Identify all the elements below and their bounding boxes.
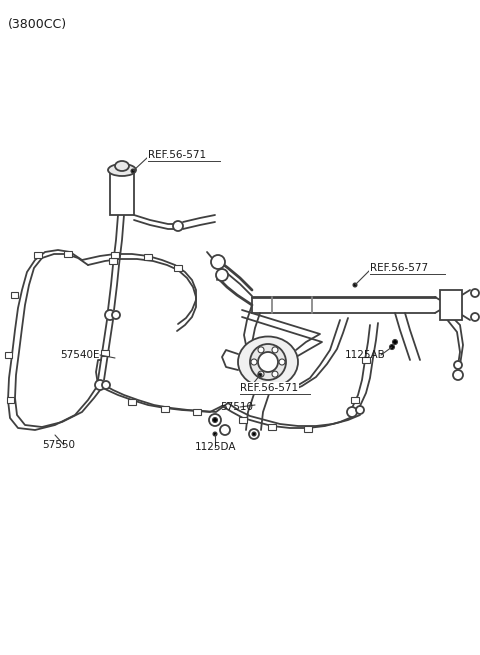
Circle shape bbox=[95, 380, 105, 390]
Circle shape bbox=[389, 345, 395, 350]
Circle shape bbox=[131, 169, 135, 173]
Bar bbox=[128, 399, 136, 405]
Bar bbox=[144, 254, 152, 260]
Circle shape bbox=[272, 347, 278, 353]
Circle shape bbox=[102, 381, 110, 389]
Circle shape bbox=[173, 221, 183, 231]
Bar bbox=[34, 252, 42, 258]
Bar bbox=[111, 252, 119, 258]
Circle shape bbox=[216, 269, 228, 281]
Bar bbox=[351, 397, 359, 403]
Circle shape bbox=[353, 283, 357, 287]
Text: 1125DA: 1125DA bbox=[195, 442, 237, 452]
Circle shape bbox=[279, 359, 285, 365]
Bar bbox=[161, 406, 169, 412]
Circle shape bbox=[250, 344, 286, 380]
Circle shape bbox=[105, 310, 115, 320]
Circle shape bbox=[209, 414, 221, 426]
Bar bbox=[101, 350, 109, 356]
Circle shape bbox=[454, 361, 462, 369]
Text: 57510: 57510 bbox=[220, 402, 253, 412]
Circle shape bbox=[453, 370, 463, 380]
Circle shape bbox=[211, 255, 225, 269]
Bar bbox=[7, 397, 14, 403]
Text: 1125AB: 1125AB bbox=[345, 350, 386, 360]
Circle shape bbox=[347, 407, 357, 417]
Circle shape bbox=[252, 432, 256, 436]
Circle shape bbox=[213, 432, 217, 436]
Bar bbox=[268, 424, 276, 430]
Circle shape bbox=[471, 313, 479, 321]
Bar bbox=[64, 251, 72, 257]
Text: 57550: 57550 bbox=[42, 440, 75, 450]
Bar bbox=[109, 258, 117, 264]
Bar bbox=[11, 292, 18, 298]
Bar bbox=[193, 409, 201, 415]
Bar bbox=[304, 426, 312, 432]
Circle shape bbox=[356, 406, 364, 414]
Circle shape bbox=[272, 371, 278, 377]
Ellipse shape bbox=[115, 161, 129, 171]
Circle shape bbox=[112, 311, 120, 319]
Bar bbox=[239, 417, 247, 423]
Text: 57540E: 57540E bbox=[60, 350, 99, 360]
Circle shape bbox=[220, 425, 230, 435]
Bar bbox=[440, 290, 462, 320]
Circle shape bbox=[213, 417, 217, 422]
Text: REF.56-577: REF.56-577 bbox=[370, 263, 428, 273]
Ellipse shape bbox=[238, 337, 298, 388]
Circle shape bbox=[249, 429, 259, 439]
Circle shape bbox=[258, 373, 262, 377]
Bar bbox=[362, 357, 370, 363]
Circle shape bbox=[393, 339, 397, 345]
Text: (3800CC): (3800CC) bbox=[8, 18, 67, 31]
Bar bbox=[174, 265, 182, 271]
Ellipse shape bbox=[108, 164, 136, 176]
Circle shape bbox=[258, 371, 264, 377]
Text: REF.56-571: REF.56-571 bbox=[240, 383, 298, 393]
Circle shape bbox=[471, 289, 479, 297]
Bar bbox=[110, 170, 134, 215]
Circle shape bbox=[258, 352, 278, 372]
Text: REF.56-571: REF.56-571 bbox=[148, 150, 206, 160]
Circle shape bbox=[251, 359, 257, 365]
Bar bbox=[5, 352, 12, 358]
Circle shape bbox=[258, 347, 264, 353]
